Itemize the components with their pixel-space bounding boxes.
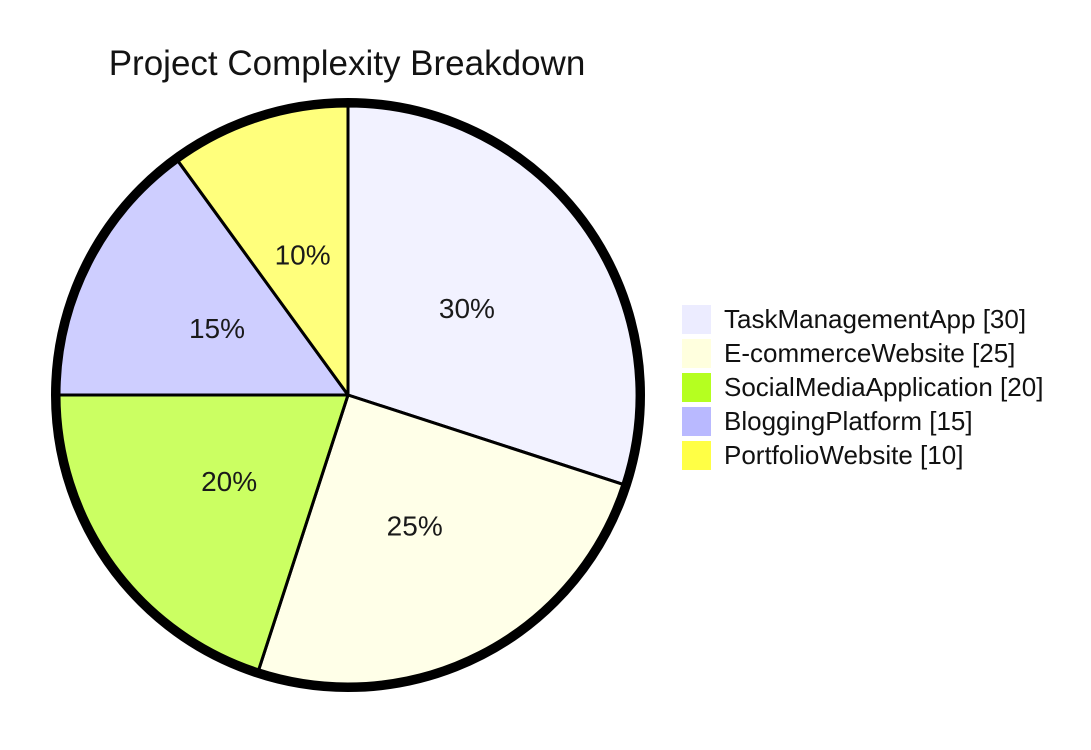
legend: TaskManagementApp [30] E-commerceWebsite … [682, 304, 1044, 475]
legend-swatch [682, 373, 711, 402]
legend-swatch [682, 441, 711, 470]
pie-outer-ring [51, 98, 645, 692]
legend-item: BloggingPlatform [15] [682, 406, 1043, 436]
legend-label: BloggingPlatform [15] [724, 406, 973, 436]
legend-label: PortfolioWebsite [10] [724, 440, 964, 470]
legend-item: PortfolioWebsite [10] [682, 440, 1043, 470]
pie-slice-E-commerceWebsite [257, 393, 625, 686]
legend-swatch [682, 305, 711, 334]
slice-percent-label: 10% [275, 240, 331, 271]
legend-label: SocialMediaApplication [20] [724, 372, 1044, 402]
chart-title: Project Complexity Breakdown [108, 44, 586, 83]
legend-item: SocialMediaApplication [20] [682, 372, 1044, 402]
slice-percent-label: 25% [387, 511, 443, 542]
legend-item: E-commerceWebsite [25] [682, 338, 1043, 368]
pie-slice-SocialMediaApplication [57, 393, 350, 672]
pie-slice-BloggingPlatform [57, 159, 350, 397]
legend-item: TaskManagementApp [30] [682, 304, 1043, 334]
legend-label: E-commerceWebsite [25] [724, 338, 1016, 368]
legend-label: TaskManagementApp [30] [724, 304, 1027, 334]
slice-percent-label: 20% [201, 466, 257, 497]
legend-swatch [682, 407, 711, 436]
pie-slice-PortfolioWebsite [176, 104, 350, 397]
slice-percent-label: 15% [189, 313, 245, 344]
legend-swatch [682, 339, 711, 368]
pie-slice-TaskManagementApp [346, 104, 639, 486]
slice-percent-label: 30% [439, 293, 495, 324]
